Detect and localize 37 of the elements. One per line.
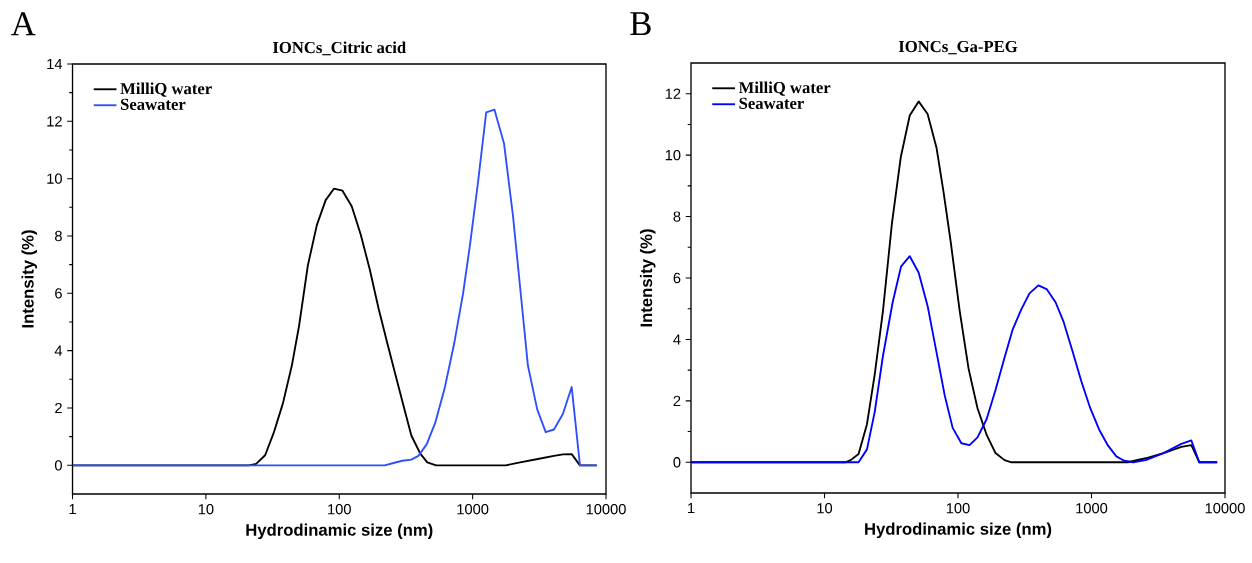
y-tick-label: 2 <box>673 395 681 406</box>
y-tick-label: 10 <box>665 149 681 161</box>
y-tick-label: 6 <box>673 272 681 284</box>
x-tick-label: 1 <box>688 503 695 514</box>
y-tick-label: 8 <box>673 211 681 222</box>
y-axis-title: Intensity (%) <box>639 229 656 327</box>
y-tick-label: 14 <box>47 58 63 70</box>
y-tick-label: 0 <box>54 460 62 471</box>
y-tick-label: 12 <box>47 116 62 127</box>
y-tick-label: 6 <box>55 288 62 299</box>
chart-title: IONCs_Ga-PEG <box>898 40 1018 55</box>
y-tick-label: 2 <box>55 402 62 414</box>
y-tick-label: 12 <box>665 88 681 99</box>
legend-label: MilliQ water <box>738 81 831 96</box>
x-tick-label: 10 <box>817 503 833 514</box>
y-tick-label: 4 <box>673 334 681 345</box>
text: B <box>630 12 651 36</box>
x-tick-label: 100 <box>328 504 351 515</box>
chart-title: IONCs_Citric acid <box>272 41 406 56</box>
legend-label: MilliQ water <box>120 82 212 97</box>
x-tick-label: 10000 <box>586 504 626 515</box>
x-tick-label: 10 <box>198 504 214 515</box>
y-tick-label: 10 <box>47 173 62 184</box>
x-tick-label: 1 <box>69 504 76 515</box>
y-axis-title: Intensity (%) <box>21 230 37 328</box>
x-tick-label: 10000 <box>1205 503 1245 514</box>
y-tick-label: 4 <box>54 345 63 356</box>
x-tick-label: 1000 <box>457 504 489 515</box>
x-tick-label: 100 <box>946 503 970 514</box>
legend-label: Seawater <box>120 98 186 110</box>
y-tick-label: 0 <box>673 457 681 468</box>
x-axis-title: Hydrodinamic size (nm) <box>865 522 1052 539</box>
x-tick-label: 1000 <box>1076 503 1108 514</box>
text: A <box>11 12 36 36</box>
legend-label: Seawater <box>739 97 804 109</box>
x-axis-title: Hydrodinamic size (nm) <box>246 523 433 540</box>
y-tick-label: 8 <box>55 230 62 242</box>
